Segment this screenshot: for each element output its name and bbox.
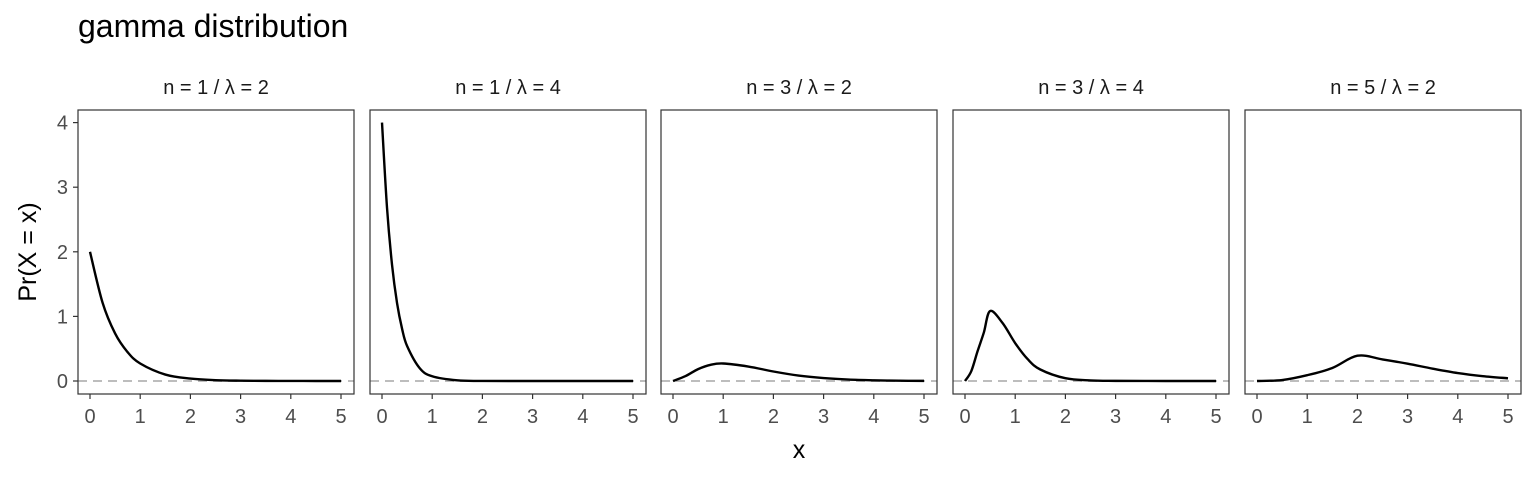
facet-panel-5: n = 5 / λ = 2 0 1 2 3 4 5 xyxy=(1244,77,1522,428)
x-tick-label: 0 xyxy=(1251,406,1262,428)
x-tick-label: 4 xyxy=(1452,406,1463,428)
y-axis-title: Pr(X = x) xyxy=(14,202,42,301)
y-tick-label: 4 xyxy=(57,113,68,135)
x-axis-title: x xyxy=(793,436,806,464)
y-tick-label: 0 xyxy=(57,371,68,393)
x-tick-label: 0 xyxy=(667,406,678,428)
panel-border xyxy=(77,109,355,395)
y-tick-label: 2 xyxy=(57,242,68,264)
x-tick-label: 3 xyxy=(527,406,538,428)
panel-border xyxy=(660,109,938,395)
facet-panel-1: n = 1 / λ = 2 0 1 2 3 4 5 xyxy=(77,77,355,428)
x-tick-label: 4 xyxy=(577,406,588,428)
x-tick-label: 0 xyxy=(376,406,387,428)
x-tick-label: 2 xyxy=(768,406,779,428)
x-tick-label: 1 xyxy=(718,406,729,428)
chart-title: gamma distribution xyxy=(78,8,349,44)
x-tick-label: 2 xyxy=(1352,406,1363,428)
x-tick-label: 1 xyxy=(1010,406,1021,428)
x-tick-label: 4 xyxy=(285,406,296,428)
y-tick-label: 1 xyxy=(57,306,68,328)
x-tick-label: 3 xyxy=(818,406,829,428)
panel-border xyxy=(952,109,1230,395)
facet-panel-4: n = 3 / λ = 4 0 1 2 3 4 5 xyxy=(952,77,1230,428)
facet-label: n = 5 / λ = 2 xyxy=(1330,77,1436,99)
facet-panel-2: n = 1 / λ = 4 0 1 2 3 4 5 xyxy=(369,77,647,428)
x-tick-label: 1 xyxy=(427,406,438,428)
x-tick-label: 1 xyxy=(135,406,146,428)
x-tick-label: 3 xyxy=(1402,406,1413,428)
x-tick-label: 5 xyxy=(1502,406,1513,428)
x-tick-label: 4 xyxy=(868,406,879,428)
facet-panel-3: n = 3 / λ = 2 0 1 2 3 4 5 xyxy=(660,77,938,428)
facet-label: n = 1 / λ = 2 xyxy=(163,77,269,99)
x-tick-label: 5 xyxy=(1210,406,1221,428)
density-line xyxy=(1256,354,1509,383)
density-line xyxy=(88,251,342,383)
facet-label: n = 1 / λ = 4 xyxy=(455,77,561,99)
x-tick-label: 5 xyxy=(918,406,929,428)
panel-border xyxy=(1244,109,1522,395)
x-tick-label: 2 xyxy=(1060,406,1071,428)
x-tick-label: 3 xyxy=(235,406,246,428)
y-tick-label: 3 xyxy=(57,177,68,199)
x-tick-label: 3 xyxy=(1110,406,1121,428)
y-axis: 0 1 2 3 4 xyxy=(57,113,78,393)
x-tick-label: 4 xyxy=(1160,406,1171,428)
x-tick-label: 0 xyxy=(84,406,95,428)
density-line xyxy=(380,122,633,383)
facet-label: n = 3 / λ = 2 xyxy=(746,77,852,99)
density-line xyxy=(963,309,1217,383)
x-tick-label: 0 xyxy=(959,406,970,428)
facet-label: n = 3 / λ = 4 xyxy=(1038,77,1144,99)
x-tick-label: 1 xyxy=(1302,406,1313,428)
density-line xyxy=(672,362,925,383)
x-tick-label: 5 xyxy=(627,406,638,428)
x-tick-label: 2 xyxy=(477,406,488,428)
x-tick-label: 5 xyxy=(335,406,346,428)
panel-border xyxy=(369,109,647,395)
x-tick-label: 2 xyxy=(185,406,196,428)
